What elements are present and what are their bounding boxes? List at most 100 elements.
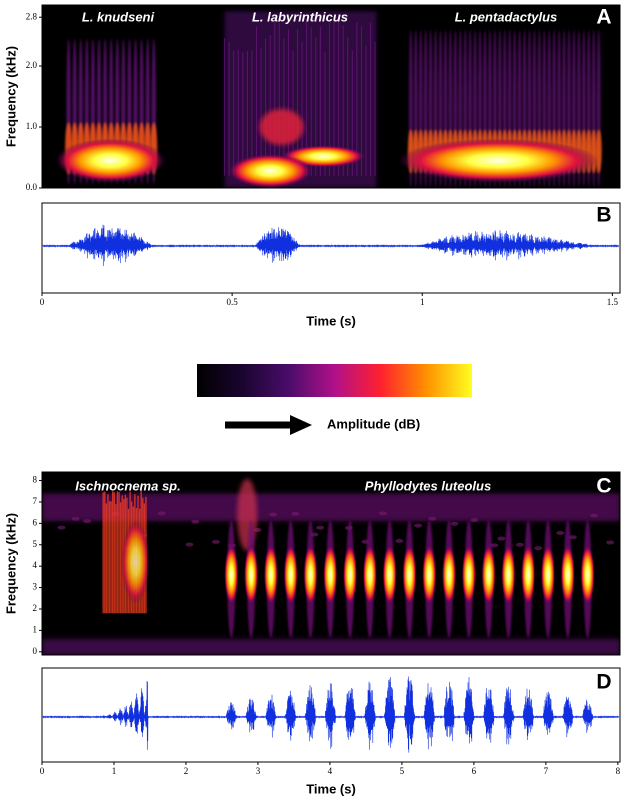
x-tick-label: 5 <box>400 766 405 776</box>
energy-blob <box>398 138 599 183</box>
noise-patch <box>590 513 599 518</box>
colorbar-label: Amplitude (dB) <box>327 416 420 431</box>
colorbar <box>197 364 472 397</box>
y-tick-label: 3 <box>33 582 38 592</box>
noise-patch <box>378 511 387 516</box>
panel-letter: B <box>596 204 611 227</box>
energy-blob <box>541 544 556 605</box>
y-tick-label: 2 <box>33 603 38 613</box>
noise-patch <box>316 525 325 530</box>
noise-patch <box>83 519 92 524</box>
waveform-trace <box>41 224 620 267</box>
y-tick-label: 7 <box>33 496 38 506</box>
noise-patch <box>291 511 300 516</box>
species-label: L. labyrinthicus <box>252 9 348 24</box>
energy-blob <box>343 544 358 605</box>
energy-blob <box>501 544 516 605</box>
energy-blob <box>461 544 476 605</box>
energy-blob <box>560 544 575 605</box>
noise-patch <box>606 540 615 545</box>
energy-blob <box>283 544 298 605</box>
x-tick-label: 0 <box>40 297 45 307</box>
energy-blob <box>303 544 318 605</box>
noise-patch <box>185 542 194 547</box>
energy-blob <box>481 544 496 605</box>
noise-patch <box>556 530 565 535</box>
energy-blob <box>263 544 278 605</box>
noise-band <box>42 638 620 655</box>
noise-patch <box>414 523 423 528</box>
y-tick-label: 1.0 <box>26 121 38 131</box>
y-axis-label: Frequency (kHz) <box>3 46 18 147</box>
y-tick-label: 1 <box>33 624 38 634</box>
noise-patch <box>395 538 404 543</box>
y-axis-label: Frequency (kHz) <box>3 513 18 614</box>
x-tick-label: 1 <box>420 297 425 307</box>
x-tick-label: 4 <box>328 766 333 776</box>
arrow-head <box>290 415 312 435</box>
energy-blob <box>323 544 338 605</box>
noise-patch <box>568 535 577 540</box>
energy-blob <box>362 544 377 605</box>
x-tick-label: 7 <box>544 766 549 776</box>
x-tick-label: 1.5 <box>607 297 619 307</box>
noise-patch <box>211 539 220 544</box>
x-tick-label: 0 <box>40 766 45 776</box>
noise-patch <box>191 519 200 524</box>
noise-patch <box>428 516 437 521</box>
panel-letter: D <box>596 671 611 694</box>
energy-blob <box>382 544 397 605</box>
energy-blob <box>442 544 457 605</box>
energy-blob <box>244 544 259 605</box>
spectral-pulse <box>595 129 602 174</box>
energy-blob <box>521 544 536 605</box>
x-axis-label: Time (s) <box>306 313 356 328</box>
species-label: Phyllodytes luteolus <box>365 478 491 493</box>
x-tick-label: 1 <box>112 766 117 776</box>
y-tick-label: 2.8 <box>26 11 38 21</box>
y-tick-label: 5 <box>33 539 38 549</box>
noise-patch <box>269 512 278 517</box>
x-tick-label: 0.5 <box>227 297 239 307</box>
y-tick-label: 4 <box>33 560 38 570</box>
energy-blob <box>121 519 150 604</box>
plot-frame <box>41 471 621 656</box>
x-tick-label: 3 <box>256 766 261 776</box>
energy-blob <box>402 544 417 605</box>
noise-patch <box>450 521 459 526</box>
noise-patch <box>490 543 499 548</box>
energy-blob <box>422 544 437 605</box>
waveform-trace <box>41 676 620 753</box>
noise-patch <box>470 518 479 523</box>
energy-blob <box>259 109 304 145</box>
noise-patch <box>515 542 524 547</box>
species-label: Ischnocnema sp. <box>75 478 180 493</box>
y-tick-label: 8 <box>33 475 38 485</box>
panel-letter: C <box>596 475 611 498</box>
noise-patch <box>71 516 80 521</box>
energy-blob <box>228 153 313 188</box>
panel-letter: A <box>596 6 611 29</box>
energy-blob <box>224 544 239 605</box>
x-tick-label: 2 <box>184 766 189 776</box>
y-tick-label: 0 <box>33 646 38 656</box>
y-tick-label: 2.0 <box>26 60 38 70</box>
energy-blob <box>55 138 166 183</box>
y-tick-label: 0.0 <box>26 182 38 192</box>
x-axis-label: Time (s) <box>306 781 356 796</box>
species-label: L. knudseni <box>82 9 155 24</box>
spectrogram <box>42 478 620 655</box>
noise-patch <box>57 525 66 530</box>
noise-patch <box>157 511 166 516</box>
y-tick-label: 6 <box>33 517 38 527</box>
spectrogram <box>55 11 602 188</box>
x-tick-label: 6 <box>472 766 477 776</box>
species-label: L. pentadactylus <box>455 9 558 24</box>
x-tick-label: 8 <box>616 766 621 776</box>
energy-blob <box>237 478 258 551</box>
plot-frame <box>41 4 621 189</box>
noise-patch <box>534 546 543 551</box>
noise-patch <box>497 536 506 541</box>
